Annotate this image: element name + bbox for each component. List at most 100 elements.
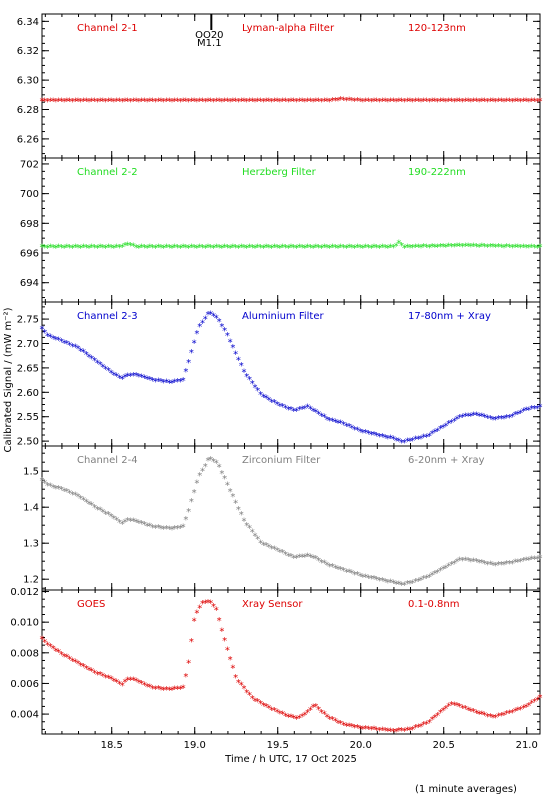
data-point: * — [435, 568, 440, 579]
data-point: * — [272, 96, 277, 107]
data-point: * — [123, 678, 128, 689]
data-point: * — [280, 243, 285, 254]
data-point: * — [244, 521, 249, 532]
data-point: * — [507, 243, 512, 254]
data-point: * — [402, 243, 407, 254]
data-point: * — [161, 97, 166, 108]
data-point: * — [432, 242, 437, 253]
data-point: * — [92, 668, 97, 679]
y-tick-label: 0.004 — [10, 710, 39, 721]
data-point: * — [172, 377, 177, 388]
data-point: * — [507, 97, 512, 108]
data-point: * — [203, 97, 208, 108]
data-point: * — [446, 419, 451, 430]
data-point: * — [147, 243, 152, 254]
data-point: * — [463, 704, 468, 715]
data-point: * — [341, 721, 346, 732]
data-point: * — [383, 243, 388, 254]
data-point: * — [134, 97, 139, 108]
data-point: * — [366, 243, 371, 254]
data-point: * — [40, 243, 45, 254]
data-point: * — [283, 550, 288, 561]
y-tick-label: 698 — [20, 219, 39, 230]
data-point: * — [421, 574, 426, 585]
data-point: * — [261, 97, 266, 108]
data-point: * — [372, 725, 377, 736]
data-point: * — [255, 386, 260, 397]
data-point: * — [178, 685, 183, 696]
data-point: * — [161, 524, 166, 535]
data-point: * — [513, 558, 518, 569]
data-point: * — [75, 344, 80, 355]
data-point: * — [211, 457, 216, 468]
data-point: * — [435, 711, 440, 722]
data-point: * — [347, 243, 352, 254]
data-point: * — [524, 97, 529, 108]
data-point: * — [521, 242, 526, 253]
data-point: * — [181, 523, 186, 534]
y-tick-label: 2.75 — [17, 315, 39, 326]
data-point: * — [352, 97, 357, 108]
data-point: * — [504, 96, 509, 107]
panel-3: 2.50 2.55 2.60 2.65 2.70 2.75 Channel 2-3 Alumi… — [17, 301, 543, 449]
data-point: * — [100, 672, 105, 683]
data-point: * — [529, 96, 534, 107]
data-point: * — [64, 487, 69, 498]
y-tick-label: 2.55 — [17, 412, 39, 423]
data-point: * — [474, 708, 479, 719]
data-point: * — [283, 403, 288, 414]
data-point: * — [319, 97, 324, 108]
data-point: * — [311, 554, 316, 565]
data-point: * — [142, 373, 147, 384]
data-point: * — [313, 407, 318, 418]
data-point: * — [432, 428, 437, 439]
data-point: * — [95, 670, 100, 681]
data-point: * — [128, 676, 133, 687]
data-point: * — [333, 717, 338, 728]
data-point: * — [286, 551, 291, 562]
data-point: * — [311, 407, 316, 418]
data-point: * — [114, 678, 119, 689]
data-point: * — [230, 243, 235, 254]
data-point: * — [136, 372, 141, 383]
data-point: * — [308, 553, 313, 564]
data-point: * — [410, 578, 415, 589]
data-point: * — [109, 97, 114, 108]
data-point: * — [416, 434, 421, 445]
data-point: * — [222, 636, 227, 647]
data-point: * — [56, 96, 61, 107]
data-point: * — [490, 242, 495, 253]
data-point: * — [363, 96, 368, 107]
data-point: * — [266, 395, 271, 406]
data-point: * — [413, 577, 418, 588]
data-point: * — [48, 332, 53, 343]
data-point: * — [70, 490, 75, 501]
data-point: * — [286, 97, 291, 108]
data-point: * — [84, 664, 89, 675]
data-point: * — [158, 524, 163, 535]
data-point: * — [42, 97, 47, 108]
data-point: * — [197, 96, 202, 107]
data-point: * — [158, 685, 163, 696]
data-point: * — [369, 574, 374, 585]
data-point: * — [463, 96, 468, 107]
data-point: * — [208, 598, 213, 609]
data-point: * — [183, 367, 188, 378]
data-point: * — [241, 97, 246, 108]
data-point: * — [529, 243, 534, 254]
data-point: * — [510, 708, 515, 719]
data-point: * — [424, 432, 429, 443]
data-point: * — [64, 96, 69, 107]
data-point: * — [427, 718, 432, 729]
data-point: * — [81, 96, 86, 107]
data-point: * — [186, 659, 191, 670]
y-axis-label: Calibrated Signal / (mW m⁻²) — [3, 307, 14, 452]
data-point: * — [446, 96, 451, 107]
data-point: * — [319, 243, 324, 254]
data-point: * — [338, 243, 343, 254]
data-point: * — [396, 726, 401, 737]
data-point: * — [396, 580, 401, 591]
data-point: * — [106, 673, 111, 684]
data-point: * — [100, 97, 105, 108]
